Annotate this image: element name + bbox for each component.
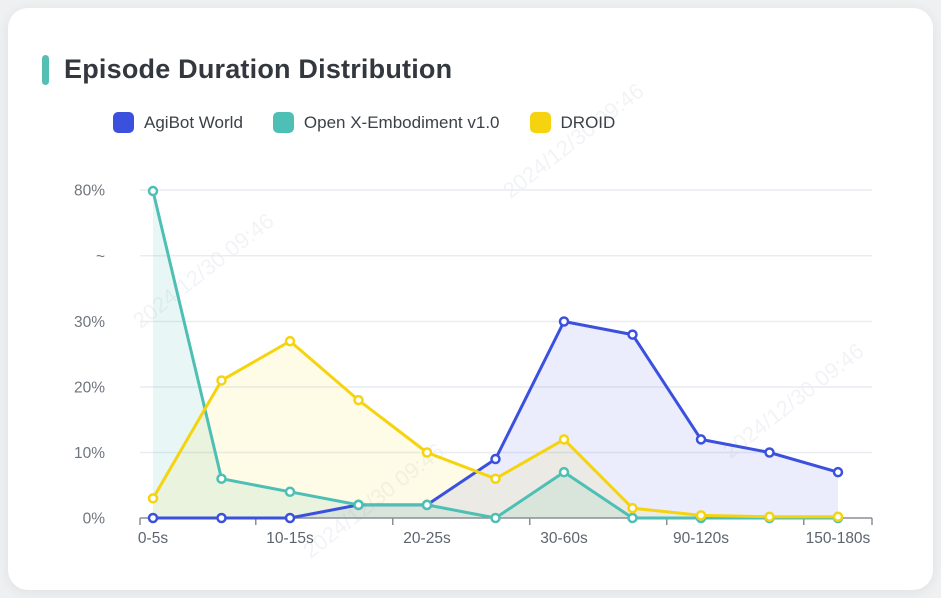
legend-swatch bbox=[529, 112, 551, 133]
data-point bbox=[490, 453, 501, 465]
data-point bbox=[558, 466, 570, 478]
data-point bbox=[147, 493, 159, 504]
y-axis-label: 80% bbox=[74, 183, 105, 200]
x-axis-label: 90-120s bbox=[673, 530, 729, 547]
x-axis-label: 20-25s bbox=[403, 530, 451, 547]
data-point bbox=[832, 511, 844, 522]
data-point bbox=[764, 447, 775, 458]
episode-duration-distribution-chart: 0% 10% 20% 30% ~80% 0-5s 10-15s 20-25s 30-60s 90-… bbox=[74, 183, 873, 547]
data-point bbox=[764, 511, 775, 522]
x-axis-label: 30-60s bbox=[540, 530, 588, 547]
data-point bbox=[695, 510, 707, 521]
area-fill bbox=[153, 321, 838, 518]
y-axis-label: 30% bbox=[74, 314, 105, 331]
data-point bbox=[421, 447, 433, 458]
chart-card: 2024/12/30 09:46 2024/12/30 09:46 2024/1… bbox=[8, 8, 933, 590]
data-point bbox=[353, 394, 364, 406]
legend-label: AgiBot World bbox=[144, 112, 243, 132]
legend-item-droid[interactable]: DROID bbox=[529, 112, 616, 133]
title-accent-bar bbox=[42, 54, 49, 85]
data-point bbox=[490, 512, 501, 524]
data-point bbox=[421, 499, 433, 511]
data-point bbox=[695, 434, 707, 445]
data-point bbox=[832, 466, 844, 478]
x-axis-label: 0-5s bbox=[138, 530, 168, 547]
data-point bbox=[216, 512, 227, 524]
data-point bbox=[216, 375, 227, 386]
data-point bbox=[353, 499, 364, 511]
chart-title: Episode Duration Distribution bbox=[64, 54, 453, 84]
data-point bbox=[216, 473, 227, 484]
data-point bbox=[284, 512, 296, 524]
data-point bbox=[490, 473, 501, 484]
y-axis-label: 20% bbox=[74, 380, 105, 397]
y-axis-label: 10% bbox=[74, 445, 105, 462]
data-point bbox=[558, 316, 570, 327]
data-point bbox=[147, 185, 159, 197]
legend-label: DROID bbox=[560, 112, 616, 132]
y-axis-label: 0% bbox=[83, 511, 106, 528]
data-point bbox=[558, 434, 570, 445]
data-point bbox=[284, 335, 296, 347]
y-axis-label: ~ bbox=[96, 248, 105, 265]
legend-item-agibot-world[interactable]: AgiBot World bbox=[113, 112, 243, 133]
data-point bbox=[147, 512, 159, 524]
x-axis-label: 10-15s bbox=[266, 530, 314, 547]
x-axis-label: 150-180s bbox=[806, 530, 871, 547]
data-point bbox=[284, 486, 296, 498]
legend-swatch bbox=[272, 112, 294, 133]
data-point bbox=[627, 512, 638, 524]
chart-header: Episode Duration Distribution bbox=[42, 54, 452, 85]
data-point bbox=[627, 329, 638, 340]
area-fill bbox=[153, 341, 838, 518]
legend-item-open-x-embodiment-v1-0[interactable]: Open X-Embodiment v1.0 bbox=[272, 112, 500, 133]
legend-label: Open X-Embodiment v1.0 bbox=[303, 112, 500, 132]
legend-swatch bbox=[113, 112, 134, 133]
data-point bbox=[627, 502, 638, 514]
chart-legend: AgiBot World Open X-Embodiment v1.0 DROID bbox=[113, 112, 615, 133]
area-fill bbox=[153, 191, 838, 518]
